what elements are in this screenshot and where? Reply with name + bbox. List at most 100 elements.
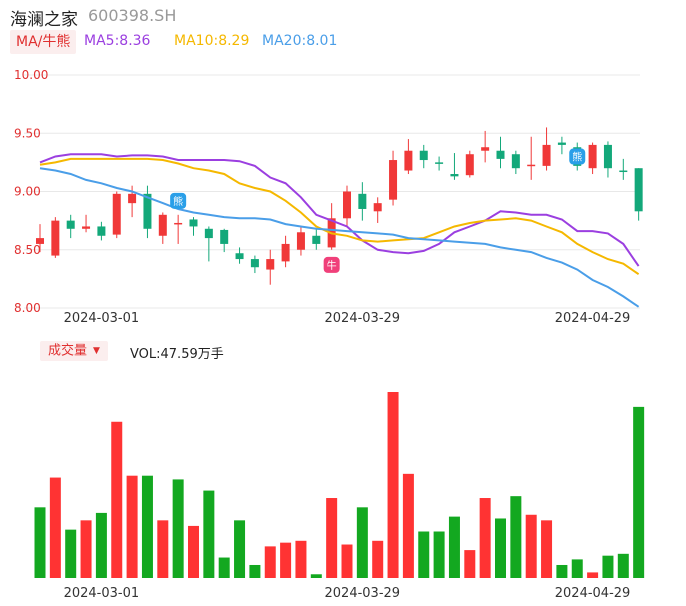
bear-marker-badge bbox=[170, 192, 187, 209]
volume-bar bbox=[372, 540, 384, 578]
x-tick-label: 2024-03-01 bbox=[64, 311, 140, 326]
candle-body bbox=[174, 222, 183, 225]
candle-body bbox=[603, 144, 612, 169]
volume-button-label: 成交量 bbox=[48, 343, 88, 359]
x-tick-label: 2024-03-01 bbox=[64, 586, 140, 601]
candle-body bbox=[358, 193, 367, 209]
candle-body bbox=[128, 193, 137, 204]
candle-body bbox=[250, 259, 259, 268]
volume-bar bbox=[402, 473, 414, 578]
ma5-line bbox=[39, 153, 640, 267]
candle-body bbox=[312, 235, 321, 244]
candle-body bbox=[112, 193, 121, 235]
volume-indicator-button[interactable]: 成交量 ▼ bbox=[40, 341, 108, 361]
candle-body bbox=[204, 228, 213, 239]
candle-body bbox=[343, 191, 351, 219]
volume-bar bbox=[34, 507, 46, 578]
volume-bar bbox=[264, 546, 276, 578]
candle-body bbox=[465, 154, 474, 176]
volume-bar bbox=[95, 512, 107, 578]
bear-marker-text: 熊 bbox=[572, 151, 582, 164]
ma5-value: MA5:8.36 bbox=[84, 33, 151, 49]
volume-bar bbox=[510, 496, 522, 578]
x-tick-label: 2024-03-29 bbox=[325, 311, 401, 326]
volume-bar bbox=[387, 392, 399, 578]
y-tick-label: 8.50 bbox=[14, 243, 41, 257]
volume-bar bbox=[326, 498, 338, 578]
candle-body bbox=[189, 219, 198, 227]
candle-body bbox=[511, 154, 520, 169]
volume-bar bbox=[141, 475, 153, 578]
volume-bar bbox=[525, 514, 537, 578]
candle-body bbox=[450, 174, 459, 177]
ma-toggle-button[interactable]: MA/牛熊 bbox=[10, 30, 77, 54]
volume-bar bbox=[126, 475, 138, 578]
stock-code: 600398.SH bbox=[88, 6, 177, 25]
volume-bar bbox=[448, 516, 460, 578]
volume-bar bbox=[556, 564, 568, 578]
candle-body bbox=[51, 220, 60, 256]
stock-name: 海澜之家 bbox=[10, 10, 78, 30]
caret-down-icon: ▼ bbox=[93, 346, 100, 356]
ma20-value: MA20:8.01 bbox=[262, 33, 338, 49]
candle-body bbox=[435, 162, 444, 164]
ma20-line bbox=[39, 167, 640, 308]
candle-body bbox=[404, 150, 413, 171]
x-tick-label: 2024-03-29 bbox=[325, 586, 401, 601]
volume-bar bbox=[602, 555, 614, 578]
candle-body bbox=[557, 142, 566, 145]
candle-body bbox=[496, 150, 505, 159]
bear-marker: 熊 bbox=[569, 148, 586, 165]
volume-bar bbox=[65, 529, 77, 578]
x-tick-label: 2024-04-29 bbox=[555, 586, 631, 601]
volume-bar bbox=[295, 540, 307, 578]
ma10-value: MA10:8.29 bbox=[174, 33, 250, 49]
volume-bar bbox=[249, 564, 261, 578]
candle-body bbox=[389, 160, 398, 200]
volume-bar bbox=[188, 525, 199, 578]
bear-marker-badge bbox=[569, 148, 586, 165]
volume-bar bbox=[433, 531, 445, 578]
candle-body bbox=[481, 147, 490, 151]
volume-bar bbox=[111, 421, 123, 578]
candle-body bbox=[419, 150, 428, 161]
volume-bar bbox=[587, 572, 599, 578]
volume-bar bbox=[172, 479, 184, 578]
y-tick-label: 10.00 bbox=[14, 68, 48, 82]
y-tick-label: 9.00 bbox=[14, 185, 41, 199]
volume-bar bbox=[280, 542, 292, 578]
candle-body bbox=[281, 243, 290, 262]
volume-bar bbox=[80, 520, 92, 578]
candle-body bbox=[235, 253, 244, 260]
x-tick-label: 2024-04-29 bbox=[555, 311, 631, 326]
candle-body bbox=[36, 238, 44, 244]
candle-body bbox=[143, 193, 152, 229]
volume-bar bbox=[218, 557, 230, 578]
y-tick-label: 9.50 bbox=[14, 126, 41, 140]
volume-bar bbox=[234, 520, 246, 578]
volume-bar bbox=[464, 550, 476, 578]
bear-marker-text: 熊 bbox=[173, 195, 183, 208]
bull-marker-text: 牛 bbox=[327, 259, 337, 272]
y-tick-label: 8.00 bbox=[14, 301, 41, 315]
volume-bar bbox=[157, 520, 169, 578]
candle-body bbox=[66, 220, 75, 229]
candle-body bbox=[82, 226, 91, 229]
volume-bar bbox=[356, 507, 368, 578]
candle-body bbox=[619, 170, 628, 173]
volume-bar bbox=[541, 520, 553, 578]
candle-body bbox=[220, 229, 229, 244]
volume-bar bbox=[617, 553, 629, 578]
candle-body bbox=[634, 168, 643, 212]
volume-bar bbox=[479, 498, 491, 578]
candle-body bbox=[527, 164, 536, 167]
volume-bar bbox=[49, 477, 61, 578]
bull-marker-badge bbox=[323, 256, 340, 273]
bull-marker: 牛 bbox=[323, 256, 340, 273]
bear-marker: 熊 bbox=[170, 192, 187, 209]
volume-bar bbox=[571, 559, 583, 578]
volume-bar bbox=[418, 531, 430, 578]
candle-body bbox=[588, 144, 597, 169]
volume-bar bbox=[310, 574, 322, 578]
